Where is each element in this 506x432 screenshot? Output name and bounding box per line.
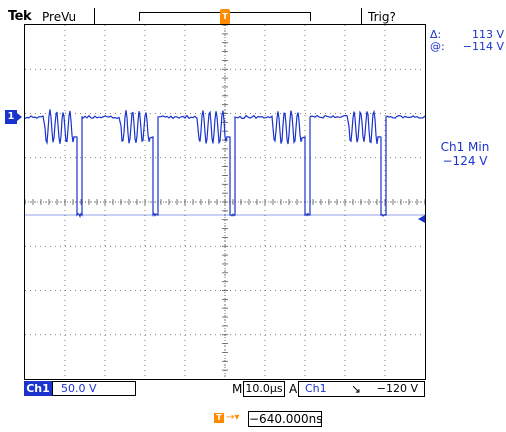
brand-label: Tek [8, 9, 31, 24]
trigger-level-value: −120 V [377, 382, 418, 396]
settings-bar: Ch1 50.0 V M 10.0µs A Ch1 ↘ −120 V [0, 380, 506, 398]
waveform-display[interactable] [24, 24, 426, 380]
channel-1-button[interactable]: Ch1 [24, 381, 52, 396]
vertical-scale-readout[interactable]: 50.0 V [52, 381, 136, 396]
timebase-mode-label: M [232, 382, 242, 396]
trigger-readout[interactable]: Ch1 ↘ −120 V [298, 381, 425, 397]
graticule [25, 25, 425, 379]
falling-edge-icon: ↘ [351, 382, 361, 396]
timebase-readout[interactable]: 10.0µs [243, 381, 285, 397]
at-value: −114 V [463, 40, 504, 53]
svg-text:T: T [222, 12, 228, 21]
channel-1-ground-marker[interactable]: 1 [5, 110, 17, 124]
horizontal-position-readout[interactable]: −640.000ns [248, 411, 322, 427]
trigger-level-marker[interactable] [418, 215, 425, 223]
trigger-position-icon: T [214, 413, 224, 423]
at-label: @: [430, 40, 445, 53]
trigger-status-label: Trig? [368, 10, 396, 24]
acquisition-mode-label: PreVu [42, 10, 76, 24]
trigger-source: Ch1 [305, 382, 327, 396]
arrow-icon: →▾ [226, 412, 239, 423]
horizontal-position-row: T →▾ −640.000ns [0, 410, 506, 428]
measurement-value: −124 V [430, 154, 500, 168]
measurement-title: Ch1 Min [430, 140, 500, 154]
trigger-mode-label: A [289, 382, 297, 396]
